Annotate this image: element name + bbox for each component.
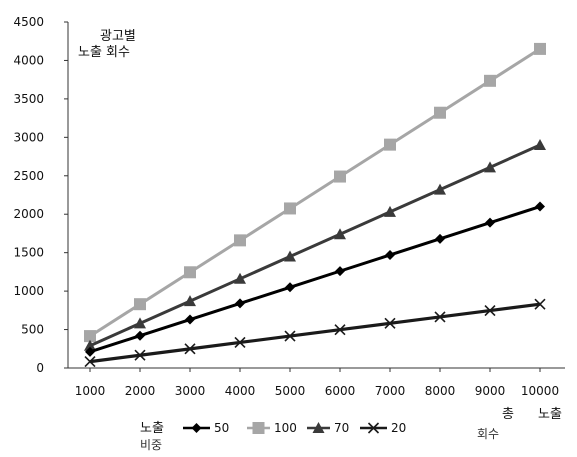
series-20: [84, 298, 546, 368]
y-axis-label-line2: 노출 회수: [78, 45, 130, 60]
data-point-70: [534, 139, 546, 151]
series-70: [84, 139, 546, 351]
data-point-70: [184, 295, 196, 307]
y-tick-label: 1000: [13, 284, 44, 298]
data-point-50: [185, 314, 195, 325]
data-point-50: [135, 330, 145, 341]
data-point-100: [284, 202, 296, 215]
x-axis-label-part1: 총: [502, 407, 514, 422]
legend-item-100: 100: [247, 421, 297, 435]
data-point-50: [235, 298, 245, 309]
legend-label-20: 20: [391, 421, 406, 435]
data-point-50: [485, 217, 495, 228]
data-point-20: [534, 298, 546, 310]
x-axis-label-part3: 회수: [477, 427, 499, 441]
data-point-100: [184, 266, 196, 279]
data-point-20: [84, 356, 96, 368]
y-tick-label: 500: [21, 323, 44, 337]
legend-title-line2: 비중: [140, 438, 162, 452]
y-tick-label: 4500: [13, 15, 44, 29]
data-point-70: [484, 161, 496, 173]
data-point-20: [134, 349, 146, 361]
y-tick-label: 3000: [13, 130, 44, 144]
data-point-50: [285, 282, 295, 293]
data-point-70: [284, 250, 296, 262]
data-point-100: [84, 330, 96, 343]
series-50: [85, 201, 545, 357]
legend-label-100: 100: [274, 421, 297, 435]
y-tick-label: 2000: [13, 207, 44, 221]
data-point-100: [384, 138, 396, 151]
legend-item-50: 50: [183, 421, 229, 435]
legend-title-line1: 노출: [140, 421, 164, 436]
series-line-50: [89, 205, 541, 354]
data-point-100: [334, 170, 346, 183]
data-point-70: [234, 272, 246, 284]
data-point-70: [384, 205, 396, 217]
data-point-20: [184, 343, 196, 355]
data-point-100: [484, 74, 496, 87]
legend-label-50: 50: [214, 421, 229, 435]
legend-label-70: 70: [334, 421, 349, 435]
series-100: [84, 42, 546, 343]
x-tick-label: 2000: [125, 384, 156, 398]
legend-marker-70: [312, 422, 325, 433]
y-tick-label: 3500: [13, 92, 44, 106]
data-point-70: [134, 317, 146, 329]
data-point-70: [334, 228, 346, 240]
legend-item-70: 70: [307, 421, 349, 435]
data-point-50: [335, 266, 345, 277]
x-tick-label: 8000: [425, 384, 456, 398]
data-point-100: [434, 106, 446, 119]
data-point-20: [234, 336, 246, 349]
x-tick-label: 10000: [521, 384, 559, 398]
x-tick-label: 7000: [375, 384, 406, 398]
x-tick-label: 1000: [75, 384, 106, 398]
series-line-100: [89, 47, 541, 338]
legend-marker-50: [191, 423, 202, 433]
y-tick-label: 0: [36, 361, 44, 375]
x-tick-label: 6000: [325, 384, 356, 398]
data-point-70: [434, 183, 446, 195]
data-point-20: [334, 324, 346, 336]
x-tick-label: 9000: [475, 384, 506, 398]
data-point-50: [85, 346, 95, 357]
data-point-100: [134, 298, 146, 311]
axes: 0 500 1000 1500 2000 2500 3000 3500 4000 4500 1000…: [13, 15, 565, 398]
x-axis-label-part2: 노출: [538, 407, 562, 422]
y-tick-label: 2500: [13, 169, 44, 183]
x-tick-label: 4000: [225, 384, 256, 398]
data-point-20: [384, 317, 396, 329]
data-point-70: [84, 339, 96, 351]
data-point-50: [385, 249, 395, 260]
series-group: [84, 42, 546, 368]
data-point-20: [284, 330, 296, 342]
y-tick-label: 1500: [13, 246, 44, 260]
data-point-20: [484, 304, 496, 317]
y-tick-label: 4000: [13, 53, 44, 67]
data-point-50: [535, 201, 545, 212]
legend-marker-20: [367, 422, 380, 434]
x-tick-label: 5000: [275, 384, 306, 398]
data-point-100: [534, 42, 546, 55]
legend-item-20: 20: [360, 421, 406, 435]
y-axis-label-line1: 광고별: [100, 29, 136, 44]
data-point-100: [234, 234, 246, 247]
legend-marker-100: [252, 422, 265, 434]
series-line-70: [89, 143, 541, 348]
series-line-20: [89, 302, 541, 364]
data-point-20: [434, 311, 446, 323]
x-tick-label: 3000: [175, 384, 206, 398]
data-point-50: [435, 233, 445, 244]
